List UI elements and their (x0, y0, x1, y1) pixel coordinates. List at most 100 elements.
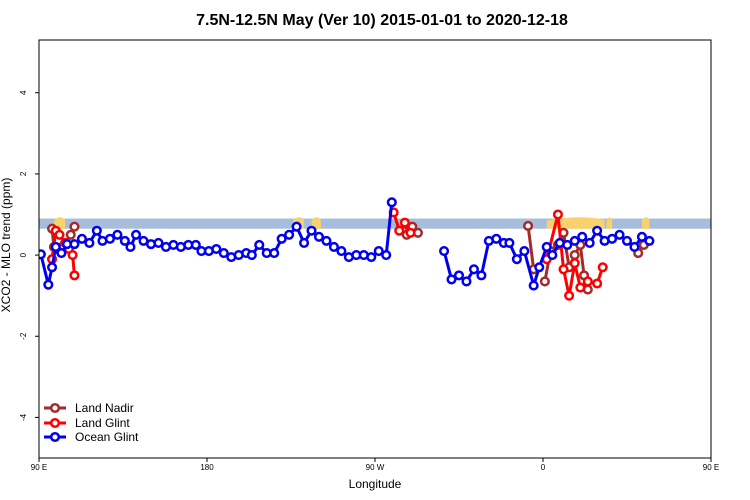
data-point-ocean-glint (607, 233, 618, 244)
y-tick-label: 2 (19, 171, 28, 176)
data-point-land-nadir (569, 250, 580, 261)
data-point-ocean-glint (218, 248, 229, 259)
data-point-ocean-glint (84, 237, 95, 248)
data-point-ocean-glint (50, 241, 61, 253)
data-point-ocean-glint (104, 233, 115, 244)
data-point-land-glint (69, 270, 80, 281)
data-point-ocean-glint (636, 231, 647, 242)
legend-marker-land-nadir (49, 402, 61, 414)
data-point-ocean-glint (153, 237, 164, 248)
data-point-ocean-glint (112, 229, 123, 240)
data-point-ocean-glint (336, 245, 347, 257)
data-point-ocean-glint (491, 233, 502, 244)
data-point-ocean-glint (504, 237, 515, 248)
data-point-ocean-glint (91, 225, 102, 236)
x-tick-label: 90 W (366, 463, 385, 472)
data-point-ocean-glint (461, 276, 472, 287)
land-patch (735, 217, 750, 228)
data-point-land-glint (399, 217, 410, 228)
data-point-land-glint (405, 227, 416, 238)
land-patch (606, 217, 613, 229)
data-point-ocean-glint (291, 221, 302, 232)
data-point-ocean-glint (569, 235, 580, 246)
legend-label-ocean-glint: Ocean Glint (75, 430, 139, 444)
data-point-land-glint (394, 225, 405, 236)
data-point-ocean-glint (373, 245, 384, 257)
legend-label-land-nadir: Land Nadir (75, 401, 134, 415)
data-point-ocean-glint (629, 241, 640, 253)
data-point-ocean-glint (39, 249, 46, 260)
x-axis: 90 E 180 90 W 0 90 E (31, 458, 719, 472)
data-point-land-nadir (69, 221, 80, 232)
land-patch (546, 217, 605, 229)
y-tick-label: -4 (19, 413, 28, 421)
data-point-ocean-glint (119, 235, 130, 246)
data-point-ocean-glint (246, 250, 257, 261)
series-line-land-nadir (741, 227, 750, 247)
data-point-ocean-glint (269, 248, 280, 259)
data-point-ocean-glint (321, 235, 332, 246)
data-point-ocean-glint (313, 231, 325, 242)
series-land-glint (47, 207, 747, 301)
series-ocean-glint (39, 197, 655, 291)
land-patch (311, 217, 321, 229)
data-point-land-nadir (65, 229, 76, 240)
y-tick-label: 4 (19, 90, 28, 95)
legend-entry-ocean-glint: Ocean Glint (44, 430, 139, 444)
chart-title: 7.5N-12.5N May (Ver 10) 2015-01-01 to 20… (196, 12, 568, 29)
data-point-ocean-glint (69, 239, 80, 250)
land-patch (641, 217, 650, 229)
legend-marker-ocean-glint (49, 431, 61, 443)
data-point-land-glint (552, 209, 563, 220)
x-tick-label: 90 E (703, 463, 719, 472)
data-point-land-glint (569, 258, 580, 269)
data-point-ocean-glint (381, 250, 392, 261)
data-point-ocean-glint (276, 233, 287, 244)
data-point-ocean-glint (476, 270, 487, 281)
legend-label-land-glint: Land Glint (75, 416, 130, 430)
y-tick-label: -2 (19, 332, 28, 340)
y-axis-label: XCO2 - MLO trend (ppm) (0, 178, 13, 313)
data-point-land-glint (67, 250, 78, 261)
data-point-ocean-glint (56, 248, 67, 259)
data-point-land-glint (731, 255, 739, 263)
data-point-ocean-glint (511, 254, 522, 265)
data-point-land-glint (597, 262, 608, 273)
data-point-land-glint (564, 290, 575, 301)
data-point-ocean-glint (534, 262, 545, 273)
data-point-ocean-glint (577, 231, 588, 242)
data-point-land-glint (735, 249, 743, 257)
data-point-ocean-glint (211, 243, 222, 255)
data-point-ocean-glint (446, 274, 457, 285)
data-point-ocean-glint (190, 239, 201, 250)
data-point-ocean-glint (453, 270, 465, 281)
data-point-ocean-glint (284, 229, 295, 240)
reference-band (39, 218, 711, 229)
data-point-land-glint (558, 264, 569, 275)
data-point-land-nadir (745, 235, 750, 243)
legend-entry-land-nadir: Land Nadir (44, 401, 134, 415)
data-point-land-nadir (523, 220, 534, 231)
x-tick-label: 90 E (31, 463, 47, 472)
x-tick-label: 180 (200, 463, 214, 472)
data-point-ocean-glint (386, 197, 397, 208)
legend: Land Nadir Land Glint Ocean Glint (44, 401, 139, 444)
data-point-ocean-glint (328, 241, 339, 253)
data-point-land-glint (739, 229, 747, 237)
data-point-ocean-glint (76, 233, 87, 244)
data-point-ocean-glint (614, 229, 625, 240)
data-point-ocean-glint (468, 264, 479, 275)
series-line-land-glint (735, 233, 742, 259)
data-point-ocean-glint (254, 239, 265, 250)
data-point-land-nadir (539, 276, 550, 287)
data-point-ocean-glint (47, 262, 58, 273)
data-point-land-glint (592, 278, 603, 289)
data-point-ocean-glint (125, 241, 136, 253)
y-axis: -4 -2 0 2 4 (19, 90, 39, 421)
x-axis-label: Longitude (349, 477, 402, 491)
data-point-ocean-glint (43, 279, 54, 290)
data-point-ocean-glint (366, 252, 377, 263)
y-tick-label: 0 (19, 252, 28, 257)
legend-entry-land-glint: Land Glint (44, 416, 130, 430)
